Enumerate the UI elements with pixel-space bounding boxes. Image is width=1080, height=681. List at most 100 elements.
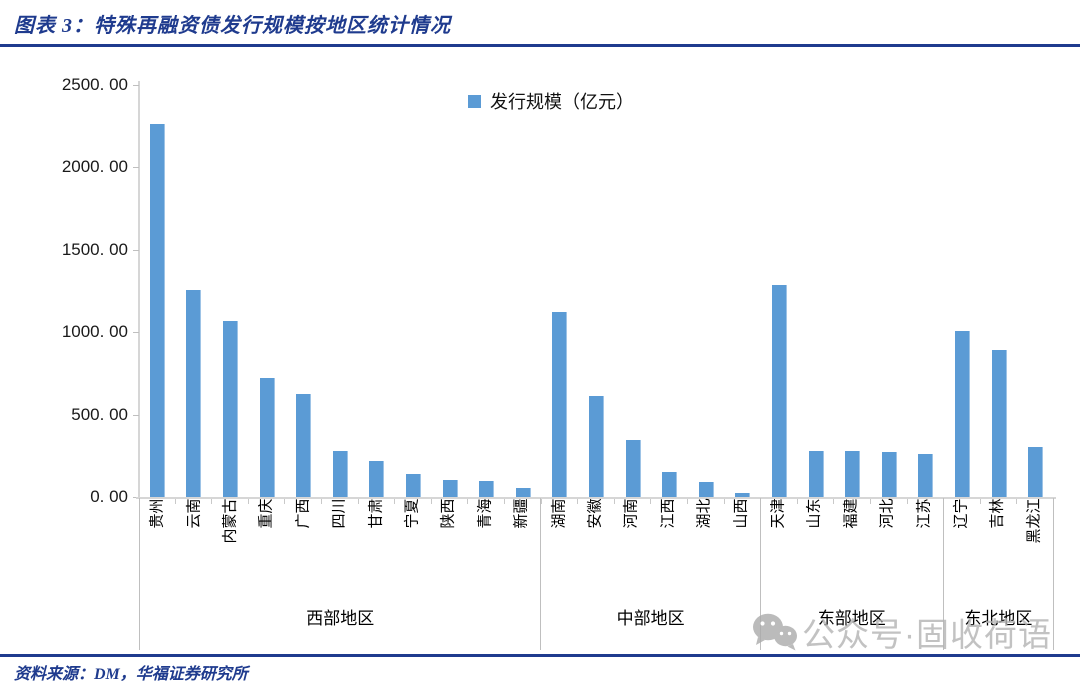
y-tick-label: 2000. 00 [61, 157, 128, 177]
bar-山东 [808, 450, 824, 497]
x-label-slot: 辽宁 [944, 498, 980, 582]
y-tick-label: 1500. 00 [61, 239, 128, 259]
bar-江西 [662, 472, 678, 497]
y-tick-label: 0. 00 [90, 487, 128, 506]
x-tick-mark [1016, 498, 1018, 504]
x-label-福建: 福建 [843, 498, 860, 529]
bar-slot [834, 85, 871, 504]
x-label-内蒙古: 内蒙古 [222, 498, 239, 544]
x-label-吉林: 吉林 [989, 498, 1006, 529]
source-note: 资料来源：DM，华福证券研究所 [14, 666, 248, 681]
x-label-宁夏: 宁夏 [404, 498, 421, 529]
bar-重庆 [259, 378, 275, 497]
x-label-slot: 内蒙古 [213, 498, 249, 582]
x-tick-mark [503, 498, 505, 504]
x-label-新疆: 新疆 [513, 498, 530, 529]
x-label-slot: 天津 [761, 498, 797, 582]
bar-group-东北地区 [944, 85, 1054, 504]
bar-slot [432, 85, 469, 504]
x-label-slot: 新疆 [504, 498, 540, 582]
x-label-贵州: 贵州 [149, 498, 166, 529]
bar-内蒙古 [222, 321, 238, 497]
x-label-湖南: 湖南 [551, 498, 568, 529]
x-label-slot: 重庆 [249, 498, 285, 582]
x-label-山东: 山东 [806, 498, 823, 529]
y-tick-mark [133, 167, 139, 169]
bar-slot [944, 85, 981, 504]
x-label-安徽: 安徽 [587, 498, 604, 529]
bar-辽宁 [954, 331, 970, 497]
x-tick-mark [723, 498, 725, 504]
x-tick-mark [796, 498, 798, 504]
footer-divider-line [0, 654, 1080, 657]
bar-福建 [845, 450, 861, 497]
x-tick-mark [869, 498, 871, 504]
region-label-西部地区: 西部地区 [306, 609, 375, 628]
x-label-slot: 吉林 [980, 498, 1016, 582]
chart-legend: 发行规模（亿元） [468, 88, 634, 114]
bar-青海 [479, 481, 495, 497]
y-tick-label: 500. 00 [71, 404, 128, 424]
x-tick-mark [247, 498, 249, 504]
x-tick-mark [906, 498, 908, 504]
bar-天津 [771, 285, 787, 497]
x-tick-mark [467, 498, 469, 504]
x-label-河南: 河南 [623, 498, 640, 529]
x-label-slot: 山西 [723, 498, 759, 582]
x-label-青海: 青海 [477, 498, 494, 529]
x-label-slot: 江西 [651, 498, 687, 582]
x-tick-mark [833, 498, 835, 504]
bar-河南 [625, 439, 641, 497]
x-tick-mark [650, 498, 652, 504]
bar-slot [249, 85, 286, 504]
x-label-slot: 贵州 [140, 498, 176, 582]
bar-湖南 [552, 312, 568, 497]
x-label-slot: 广西 [286, 498, 322, 582]
region-label-东部地区: 东部地区 [817, 609, 886, 628]
bar-group-中部地区 [542, 85, 762, 504]
x-label-重庆: 重庆 [258, 498, 275, 529]
province-labels-row: 天津 山东 福建 河北 江苏 [761, 498, 943, 582]
bar-slot [285, 85, 322, 504]
x-label-slot: 河北 [870, 498, 906, 582]
x-tick-mark [686, 498, 688, 504]
x-tick-mark [979, 498, 981, 504]
bar-云南 [186, 290, 202, 497]
x-label-slot: 湖北 [687, 498, 723, 582]
x-label-江苏: 江苏 [916, 498, 933, 529]
x-tick-mark [394, 498, 396, 504]
x-tick-mark [284, 498, 286, 504]
bar-slot [615, 85, 652, 504]
x-tick-mark [357, 498, 359, 504]
region-label-中部地区: 中部地区 [616, 609, 685, 628]
province-labels-row: 湖南 安徽 河南 江西 湖北 山西 [541, 498, 759, 582]
bar-slot [688, 85, 725, 504]
bar-黑龙江 [1028, 447, 1044, 497]
legend-label: 发行规模（亿元） [490, 92, 634, 112]
province-labels-row: 贵州 云南 内蒙古 重庆 广西 四川 甘肃 宁夏 陕西 青海 新疆 [140, 498, 540, 582]
x-label-slot: 山东 [797, 498, 833, 582]
bar-贵州 [149, 123, 165, 497]
x-label-河北: 河北 [879, 498, 896, 529]
x-label-slot: 河南 [614, 498, 650, 582]
x-label-slot: 云南 [176, 498, 212, 582]
x-label-江西: 江西 [660, 498, 677, 529]
x-label-slot: 陕西 [431, 498, 467, 582]
x-label-黑龙江: 黑龙江 [1026, 498, 1043, 544]
bar-slot [505, 85, 542, 504]
x-label-甘肃: 甘肃 [368, 498, 385, 529]
x-tick-mark [320, 498, 322, 504]
bar-slot [176, 85, 213, 504]
x-label-辽宁: 辽宁 [953, 498, 970, 529]
bar-宁夏 [405, 474, 421, 497]
region-group-东部地区: 天津 山东 福建 河北 江苏东部地区 [761, 498, 944, 650]
region-group-西部地区: 贵州 云南 内蒙古 重庆 广西 四川 甘肃 宁夏 陕西 青海 新疆 西部地区 [139, 498, 542, 650]
x-label-广西: 广西 [295, 498, 312, 529]
region-group-东北地区: 辽宁 吉林 黑龙江 东北地区 [944, 498, 1055, 650]
bar-湖北 [698, 481, 714, 497]
y-tick-mark [133, 414, 139, 416]
watermark: 公众号·固收荷语 [752, 608, 1052, 656]
bar-江苏 [918, 454, 934, 497]
x-label-湖北: 湖北 [696, 498, 713, 529]
bar-plot-area [139, 85, 1054, 504]
